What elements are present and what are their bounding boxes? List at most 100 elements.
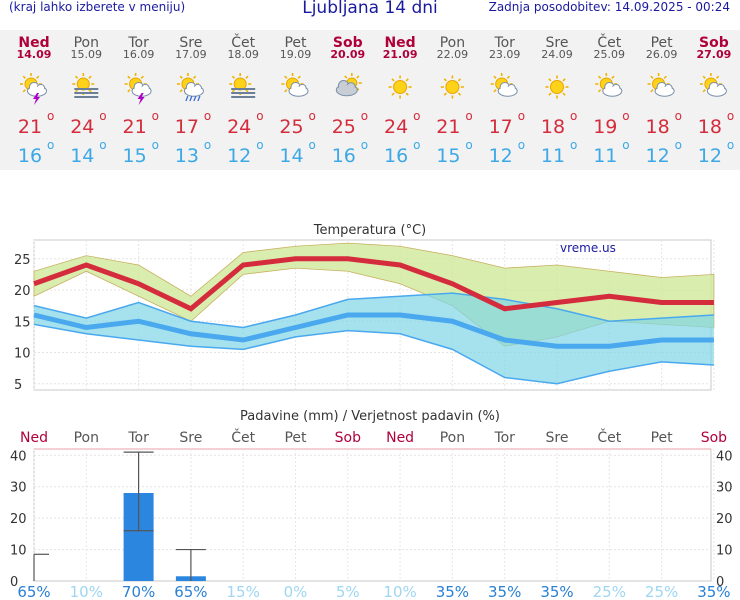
day-name: Tor (127, 35, 149, 51)
day-name: Sre (179, 35, 202, 51)
day-date: 14.09 (17, 48, 52, 61)
precip-y-tick-right: 30 (716, 481, 733, 496)
degree-mark: o (675, 138, 682, 152)
day-date: 25.09 (594, 48, 626, 61)
min-temp: 16 (332, 145, 356, 167)
day-name: Pon (74, 35, 99, 51)
precip-y-tick-left: 20 (10, 512, 27, 527)
precip-chart-title: Padavine (mm) / Verjetnost padavin (%) (240, 409, 500, 424)
precip-probability: 35% (488, 583, 521, 600)
sun-cloud-icon (647, 73, 675, 97)
precip-probability: 5% (336, 583, 360, 600)
precip-probability: 35% (436, 583, 469, 600)
max-temp: 18 (541, 116, 565, 138)
degree-mark: o (727, 109, 734, 123)
min-temp: 12 (646, 145, 670, 167)
max-temp: 24 (70, 116, 94, 138)
max-temp: 24 (227, 116, 251, 138)
precip-y-tick-left: 0 (10, 575, 18, 590)
degree-mark: o (309, 109, 316, 123)
sun-icon (440, 75, 464, 99)
day-name: Tor (493, 35, 515, 51)
max-temp: 24 (384, 116, 408, 138)
precip-day-label: Ned (20, 430, 48, 446)
sun-fog-icon (72, 73, 99, 98)
precip-day-label: Sob (701, 430, 727, 446)
day-date: 26.09 (646, 48, 678, 61)
degree-mark: o (256, 138, 263, 152)
precip-probability: 65% (17, 583, 50, 600)
precip-day-label: Pon (440, 430, 465, 446)
min-temp: 13 (175, 145, 199, 167)
day-name: Ned (384, 35, 415, 51)
sun-cloud-thunder-icon (124, 73, 152, 105)
precip-probability: 35% (540, 583, 573, 600)
max-temp: 21 (18, 116, 42, 138)
degree-mark: o (518, 138, 525, 152)
day-date: 17.09 (175, 48, 207, 61)
last-updated: Zadnja posodobitev: 14.09.2025 - 00:24 (488, 0, 730, 14)
page-title: Ljubljana 14 dni (302, 0, 438, 18)
precip-day-label: Tor (127, 430, 149, 446)
day-date: 21.09 (383, 48, 418, 61)
precip-day-label: Čet (231, 428, 255, 446)
precip-probability: 35% (697, 583, 730, 600)
degree-mark: o (727, 138, 734, 152)
sun-cloud-thunder-icon (20, 73, 47, 105)
degree-mark: o (204, 109, 211, 123)
min-temp-range-band (34, 293, 714, 384)
degree-mark: o (47, 109, 54, 123)
min-temp: 12 (698, 145, 722, 167)
precip-day-label: Sob (335, 430, 361, 446)
temperature-chart-title: Temperatura (°C) (313, 223, 426, 238)
temp-y-tick: 10 (14, 347, 31, 362)
watermark: vreme.us (560, 241, 616, 255)
precip-day-label: Pet (651, 430, 674, 446)
max-temp: 17 (489, 116, 513, 138)
sun-cloud-icon (281, 73, 309, 97)
precip-day-label: Ned (386, 430, 414, 446)
day-date: 23.09 (489, 48, 521, 61)
temp-y-tick: 25 (14, 253, 31, 268)
cloud-sun-icon (335, 73, 362, 97)
degree-mark: o (570, 138, 577, 152)
degree-mark: o (99, 138, 106, 152)
min-temp-line (33, 312, 714, 349)
precip-y-tick-left: 40 (10, 449, 27, 464)
min-temp: 11 (541, 145, 565, 167)
min-range-high-line (33, 292, 714, 329)
max-temp: 18 (698, 116, 722, 138)
day-name: Čet (597, 33, 621, 51)
day-date: 24.09 (541, 48, 573, 61)
degree-mark: o (99, 109, 106, 123)
degree-mark: o (518, 109, 525, 123)
degree-mark: o (361, 109, 368, 123)
min-temp: 16 (18, 145, 42, 167)
sun-icon (545, 75, 569, 99)
min-temp: 12 (489, 145, 513, 167)
precip-y-tick-right: 10 (716, 544, 733, 559)
degree-mark: o (622, 138, 629, 152)
temp-y-tick: 20 (14, 284, 31, 299)
sun-cloud-icon (699, 73, 727, 97)
degree-mark: o (47, 138, 54, 152)
min-range-low-line (33, 323, 714, 385)
day-date: 27.09 (697, 48, 732, 61)
region-hint: (kraj lahko izberete v meniju) (9, 0, 186, 14)
min-temp: 11 (593, 145, 617, 167)
precip-y-tick-right: 0 (716, 575, 724, 590)
sun-cloud-rain-icon (176, 73, 204, 102)
day-date: 19.09 (280, 48, 312, 61)
degree-mark: o (361, 138, 368, 152)
day-name: Ned (18, 35, 49, 51)
sun-cloud-icon (490, 73, 518, 97)
degree-mark: o (152, 138, 159, 152)
precip-error-bar (175, 548, 206, 581)
max-temp: 21 (436, 116, 460, 138)
day-name: Sob (333, 35, 363, 51)
sun-fog-icon (229, 73, 256, 98)
max-temp: 25 (332, 116, 356, 138)
precip-y-tick-right: 20 (716, 512, 733, 527)
day-name: Pon (440, 35, 465, 51)
